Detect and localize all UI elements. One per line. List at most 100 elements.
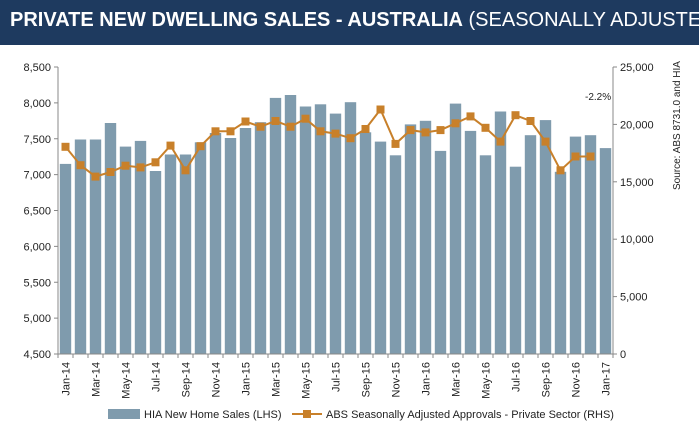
x-tick-label: May-15 xyxy=(301,362,313,399)
sales-bar xyxy=(104,123,117,354)
sales-bar xyxy=(209,133,222,354)
sales-bar xyxy=(434,150,447,354)
right-tick-label: 25,000 xyxy=(620,62,654,74)
left-tick-label: 5,000 xyxy=(23,313,51,325)
sales-bar xyxy=(224,138,237,354)
sales-bar xyxy=(299,106,312,354)
approvals-marker xyxy=(286,122,295,131)
approvals-marker xyxy=(421,128,430,137)
approvals-marker xyxy=(61,142,70,151)
approvals-marker xyxy=(511,111,520,120)
sales-bar xyxy=(464,130,477,354)
approvals-marker xyxy=(451,119,460,128)
approvals-marker xyxy=(466,112,475,121)
left-tick-label: 6,500 xyxy=(23,206,51,218)
approvals-marker xyxy=(151,158,160,167)
approvals-marker xyxy=(166,141,175,150)
right-tick-label: 15,000 xyxy=(620,177,654,189)
approvals-marker xyxy=(91,172,100,181)
sales-bar xyxy=(194,142,207,354)
legend-bar-swatch xyxy=(108,409,140,419)
bars-layer xyxy=(59,95,612,355)
approvals-marker xyxy=(391,139,400,148)
sales-bar xyxy=(479,155,492,354)
sales-bar xyxy=(59,163,72,354)
sales-bar xyxy=(89,139,102,354)
sales-bar xyxy=(134,140,147,354)
x-tick-label: Jan-17 xyxy=(601,362,613,396)
approvals-marker xyxy=(346,134,355,143)
left-tick-label: 5,500 xyxy=(23,277,51,289)
approvals-marker xyxy=(481,123,490,132)
approvals-marker xyxy=(541,137,550,146)
approvals-marker xyxy=(526,117,535,125)
sales-bar xyxy=(149,171,162,354)
right-tick-label: 0 xyxy=(620,349,626,361)
change-annotation: -2.2% xyxy=(585,92,611,103)
sales-bar xyxy=(119,146,132,354)
x-tick-label: Sep-16 xyxy=(541,362,553,397)
sales-bar xyxy=(329,113,342,354)
approvals-marker xyxy=(436,126,445,135)
approvals-marker xyxy=(376,105,385,114)
source-note: Source: ABS 8731.0 and HIA xyxy=(672,61,683,190)
sales-bar xyxy=(359,132,372,354)
title-bar: PRIVATE NEW DWELLING SALES - AUSTRALIA (… xyxy=(0,0,699,45)
sales-bar xyxy=(539,120,552,354)
right-tick-label: 10,000 xyxy=(620,234,654,246)
x-tick-label: Nov-15 xyxy=(391,362,403,397)
approvals-marker xyxy=(121,161,130,170)
approvals-marker xyxy=(226,127,235,136)
sales-bar xyxy=(374,141,387,354)
sales-bar xyxy=(494,111,507,354)
sales-bar xyxy=(314,104,327,354)
x-tick-label: Mar-14 xyxy=(91,362,103,397)
x-tick-label: Nov-14 xyxy=(211,362,223,397)
approvals-marker xyxy=(331,129,340,138)
sales-bar xyxy=(509,166,522,354)
dwelling-sales-chart: 4,500 5,000 5,500 6,000 6,500 7,000 7,500 8,000… xyxy=(23,61,683,421)
approvals-marker xyxy=(256,122,265,131)
axes-layer: 4,500 5,000 5,500 6,000 6,500 7,000 7,500 8,000… xyxy=(23,62,653,399)
legend-bar-label: HIA New Home Sales (LHS) xyxy=(144,409,282,421)
sales-bar xyxy=(239,128,252,354)
approvals-marker xyxy=(76,161,85,170)
x-tick-label: Mar-16 xyxy=(451,362,463,397)
chart-title: PRIVATE NEW DWELLING SALES - AUSTRALIA (… xyxy=(10,9,699,32)
right-tick-label: 20,000 xyxy=(620,119,654,131)
sales-bar xyxy=(179,154,192,354)
x-tick-label: May-14 xyxy=(121,362,133,399)
left-tick-label: 6,000 xyxy=(23,241,51,253)
approvals-marker xyxy=(196,142,205,151)
approvals-line-layer xyxy=(61,105,595,181)
sales-bar xyxy=(74,139,87,354)
sales-bar xyxy=(284,95,297,354)
x-tick-label: Nov-16 xyxy=(571,362,583,397)
chart-title-sub: (SEASONALLY ADJUSTED) xyxy=(468,9,699,31)
x-tick-label: Jul-16 xyxy=(511,362,523,392)
approvals-marker xyxy=(556,166,565,175)
legend-line-marker xyxy=(303,410,311,418)
x-tick-label: May-16 xyxy=(481,362,493,399)
sales-bar xyxy=(599,148,612,354)
sales-bar xyxy=(419,120,432,354)
approvals-marker xyxy=(316,127,325,136)
legend: HIA New Home Sales (LHS) ABS Seasonally A… xyxy=(108,409,614,421)
sales-bar xyxy=(344,102,357,354)
approvals-marker xyxy=(571,152,580,161)
sales-bar xyxy=(164,154,177,354)
right-tick-label: 5,000 xyxy=(620,292,648,304)
left-tick-label: 4,500 xyxy=(23,349,51,361)
left-tick-label: 8,000 xyxy=(23,98,51,110)
approvals-marker xyxy=(106,168,115,176)
sales-bar xyxy=(569,136,582,354)
x-tick-label: Jan-15 xyxy=(241,362,253,396)
approvals-marker xyxy=(406,126,415,135)
sales-bar xyxy=(404,124,417,355)
approvals-marker xyxy=(136,163,145,172)
sales-bar xyxy=(449,103,462,354)
sales-bar xyxy=(269,97,282,355)
sales-bar xyxy=(554,171,567,354)
approvals-marker xyxy=(241,117,250,126)
sales-bar xyxy=(389,155,402,354)
